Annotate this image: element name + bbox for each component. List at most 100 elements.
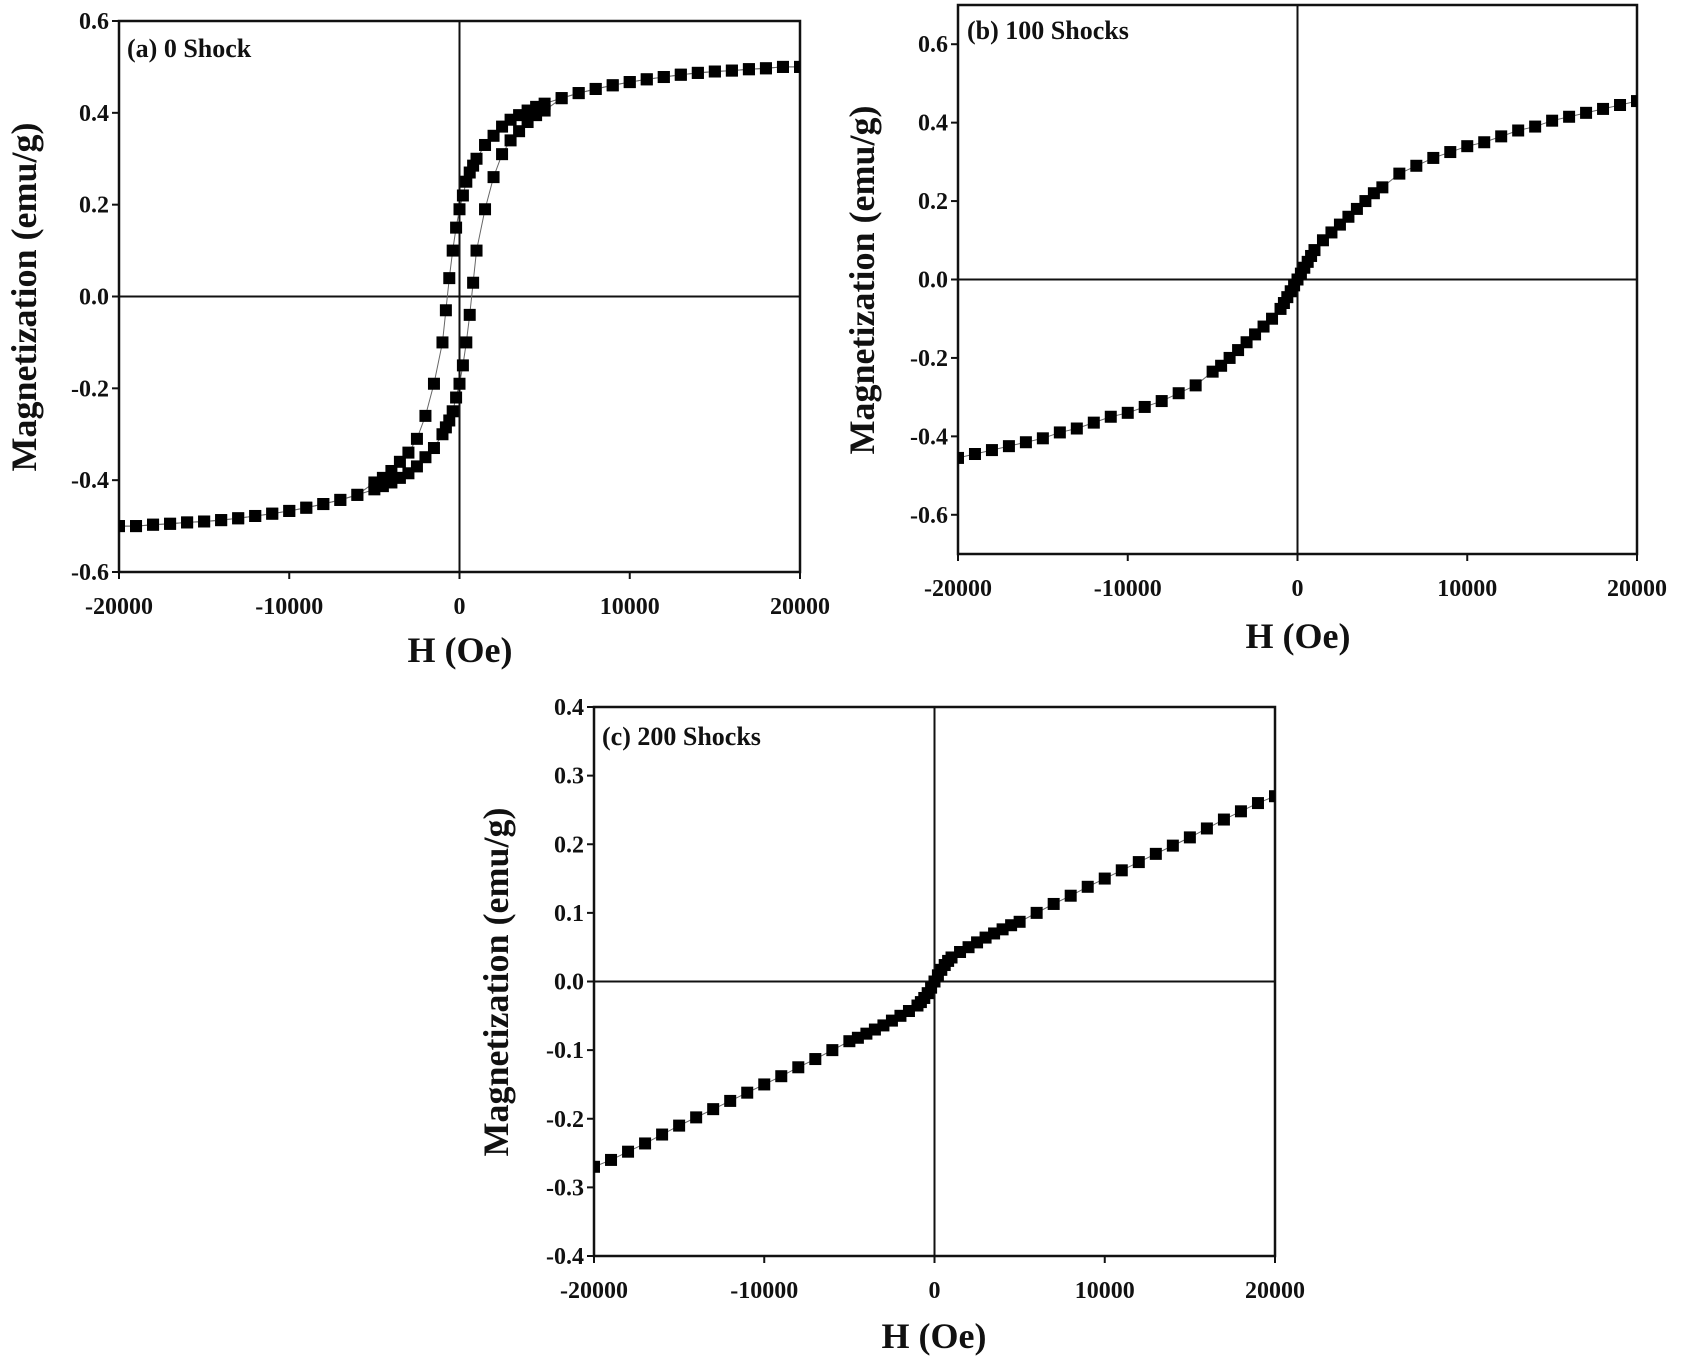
panel-b-data-point bbox=[1172, 387, 1185, 400]
panel-a-data-point bbox=[147, 518, 160, 531]
panel-a-y-tick-label: -0.2 bbox=[71, 376, 109, 402]
panel-a-data-point bbox=[164, 517, 177, 530]
panel-b-x-axis-title: H (Oe) bbox=[1246, 616, 1351, 656]
panel-a-data-point bbox=[450, 221, 463, 234]
panel-b: (b) 100 Shocks H (Oe) Magnetization (emu… bbox=[842, 3, 1667, 656]
panel-c-data-point bbox=[843, 1035, 856, 1048]
panel-a-x-tick-label: 0 bbox=[454, 594, 466, 620]
panel-b-data-point bbox=[1461, 140, 1474, 153]
panel-c-data-point bbox=[1183, 831, 1196, 844]
panel-b-data-point bbox=[1189, 379, 1202, 392]
panel-c-data-point bbox=[826, 1044, 839, 1057]
panel-b-y-tick-label: 0.6 bbox=[918, 32, 948, 58]
panel-a-data-point bbox=[446, 405, 459, 418]
panel-a-data-point bbox=[496, 148, 509, 161]
panel-c-data-point bbox=[792, 1061, 805, 1074]
panel-a-data-point bbox=[446, 244, 459, 257]
panel-a-data-point bbox=[657, 71, 670, 84]
panel-c-data-point bbox=[885, 1014, 898, 1027]
panel-a-data-point bbox=[456, 359, 469, 372]
panel-c-y-tick-label: 0.1 bbox=[554, 901, 584, 927]
panel-b-data-point bbox=[1631, 95, 1637, 108]
panel-a-data-point bbox=[708, 65, 721, 78]
panel-b-data-point bbox=[1138, 400, 1151, 413]
panel-a-data-point bbox=[470, 244, 483, 257]
panel-a-data-point bbox=[691, 66, 704, 79]
panel-c-x-tick-label: 20000 bbox=[1245, 1278, 1305, 1304]
panel-c: (c) 200 Shocks H (Oe) Magnetization (emu… bbox=[476, 695, 1305, 1356]
panel-b-data-point bbox=[1316, 234, 1329, 247]
panel-b-data-point bbox=[1053, 426, 1066, 439]
panel-a-data-point bbox=[496, 120, 509, 133]
panel-a-data-point bbox=[479, 203, 492, 216]
panel-c-data-point bbox=[707, 1103, 720, 1116]
panel-c-data-point bbox=[1149, 847, 1162, 860]
panel-b-data-point bbox=[1563, 110, 1576, 123]
panel-b-data-point bbox=[1546, 114, 1559, 127]
panel-c-y-tick-label: -0.3 bbox=[546, 1175, 584, 1201]
panel-a-y-tick-label: -0.6 bbox=[71, 560, 109, 586]
panel-c-data-point bbox=[1269, 790, 1275, 803]
panel-c-data-point bbox=[1081, 880, 1094, 893]
panel-a-data-point bbox=[463, 166, 476, 179]
panel-b-data-point bbox=[1087, 416, 1100, 429]
panel-b-y-axis-title: Magnetization (emu/g) bbox=[842, 106, 882, 455]
panel-c-y-tick-label: 0.3 bbox=[554, 764, 584, 790]
panel-b-data-point bbox=[1070, 422, 1083, 435]
panel-a-data-point bbox=[181, 516, 194, 529]
panel-a-data-point bbox=[427, 442, 440, 455]
panel-c-data-point bbox=[877, 1019, 890, 1032]
panel-a-data-point bbox=[504, 134, 517, 147]
panel-b-y-tick-label: -0.2 bbox=[910, 346, 948, 372]
panel-a-data-point bbox=[453, 377, 466, 390]
panel-a-data-point bbox=[119, 520, 125, 533]
panel-b-data-point bbox=[985, 444, 998, 457]
panel-a-data-point bbox=[513, 125, 526, 138]
panel-a-data-point bbox=[776, 60, 789, 73]
panel-c-x-tick-label: -10000 bbox=[730, 1278, 798, 1304]
panel-a-data-point bbox=[283, 504, 296, 517]
panel-c-x-tick-label: 10000 bbox=[1075, 1278, 1135, 1304]
panel-b-data-point bbox=[1478, 136, 1491, 149]
panel-b-x-tick-label: 10000 bbox=[1437, 576, 1497, 602]
panel-b-data-point bbox=[1019, 436, 1032, 449]
panel-c-data-point bbox=[1132, 856, 1145, 869]
panel-a-data-point bbox=[479, 138, 492, 151]
panel-c-data-point bbox=[605, 1153, 618, 1166]
panel-b-data-point bbox=[1580, 106, 1593, 119]
panel-b-data-point bbox=[1410, 159, 1423, 172]
panel-a-data-point bbox=[572, 87, 585, 100]
panel-b-series-1 bbox=[958, 95, 1637, 464]
panel-a-data-point bbox=[266, 507, 279, 520]
panel-a-data-point bbox=[460, 175, 473, 188]
panel-b-x-tick-label: -10000 bbox=[1094, 576, 1162, 602]
panel-a-data-point bbox=[249, 509, 262, 522]
panel-a-data-point bbox=[427, 377, 440, 390]
panel-a-data-point bbox=[725, 64, 738, 77]
panel-b-data-point bbox=[968, 448, 981, 461]
panel-c-data-point bbox=[1098, 872, 1111, 885]
panel-b-data-point bbox=[1444, 146, 1457, 159]
panel-c-series-1 bbox=[594, 790, 1275, 1173]
panel-c-data-point bbox=[1064, 889, 1077, 902]
panel-c-data-point bbox=[639, 1137, 652, 1150]
panel-b-y-tick-label: 0.0 bbox=[918, 268, 948, 294]
panel-c-data-point bbox=[622, 1145, 635, 1158]
panel-a-data-point bbox=[450, 391, 463, 404]
panel-b-y-tick-label: 0.2 bbox=[918, 189, 948, 215]
panel-a-data-point bbox=[623, 76, 636, 89]
panel-b-data-point bbox=[1104, 410, 1117, 423]
panel-b-data-point bbox=[1206, 365, 1219, 378]
panel-c-data-point bbox=[1166, 839, 1179, 852]
panel-c-y-tick-label: 0.2 bbox=[554, 832, 584, 858]
panel-c-data-point bbox=[809, 1053, 822, 1066]
panel-c-data-point bbox=[1234, 805, 1247, 818]
panel-b-data-point bbox=[1427, 151, 1440, 164]
panel-c-data-point bbox=[1251, 797, 1264, 810]
panel-a-data-point bbox=[456, 189, 469, 202]
panel-b-y-tick-label: -0.4 bbox=[910, 424, 948, 450]
panel-b-data-point bbox=[1597, 102, 1610, 115]
panel-c-data-point bbox=[775, 1070, 788, 1083]
panel-a-data-point bbox=[232, 512, 245, 525]
